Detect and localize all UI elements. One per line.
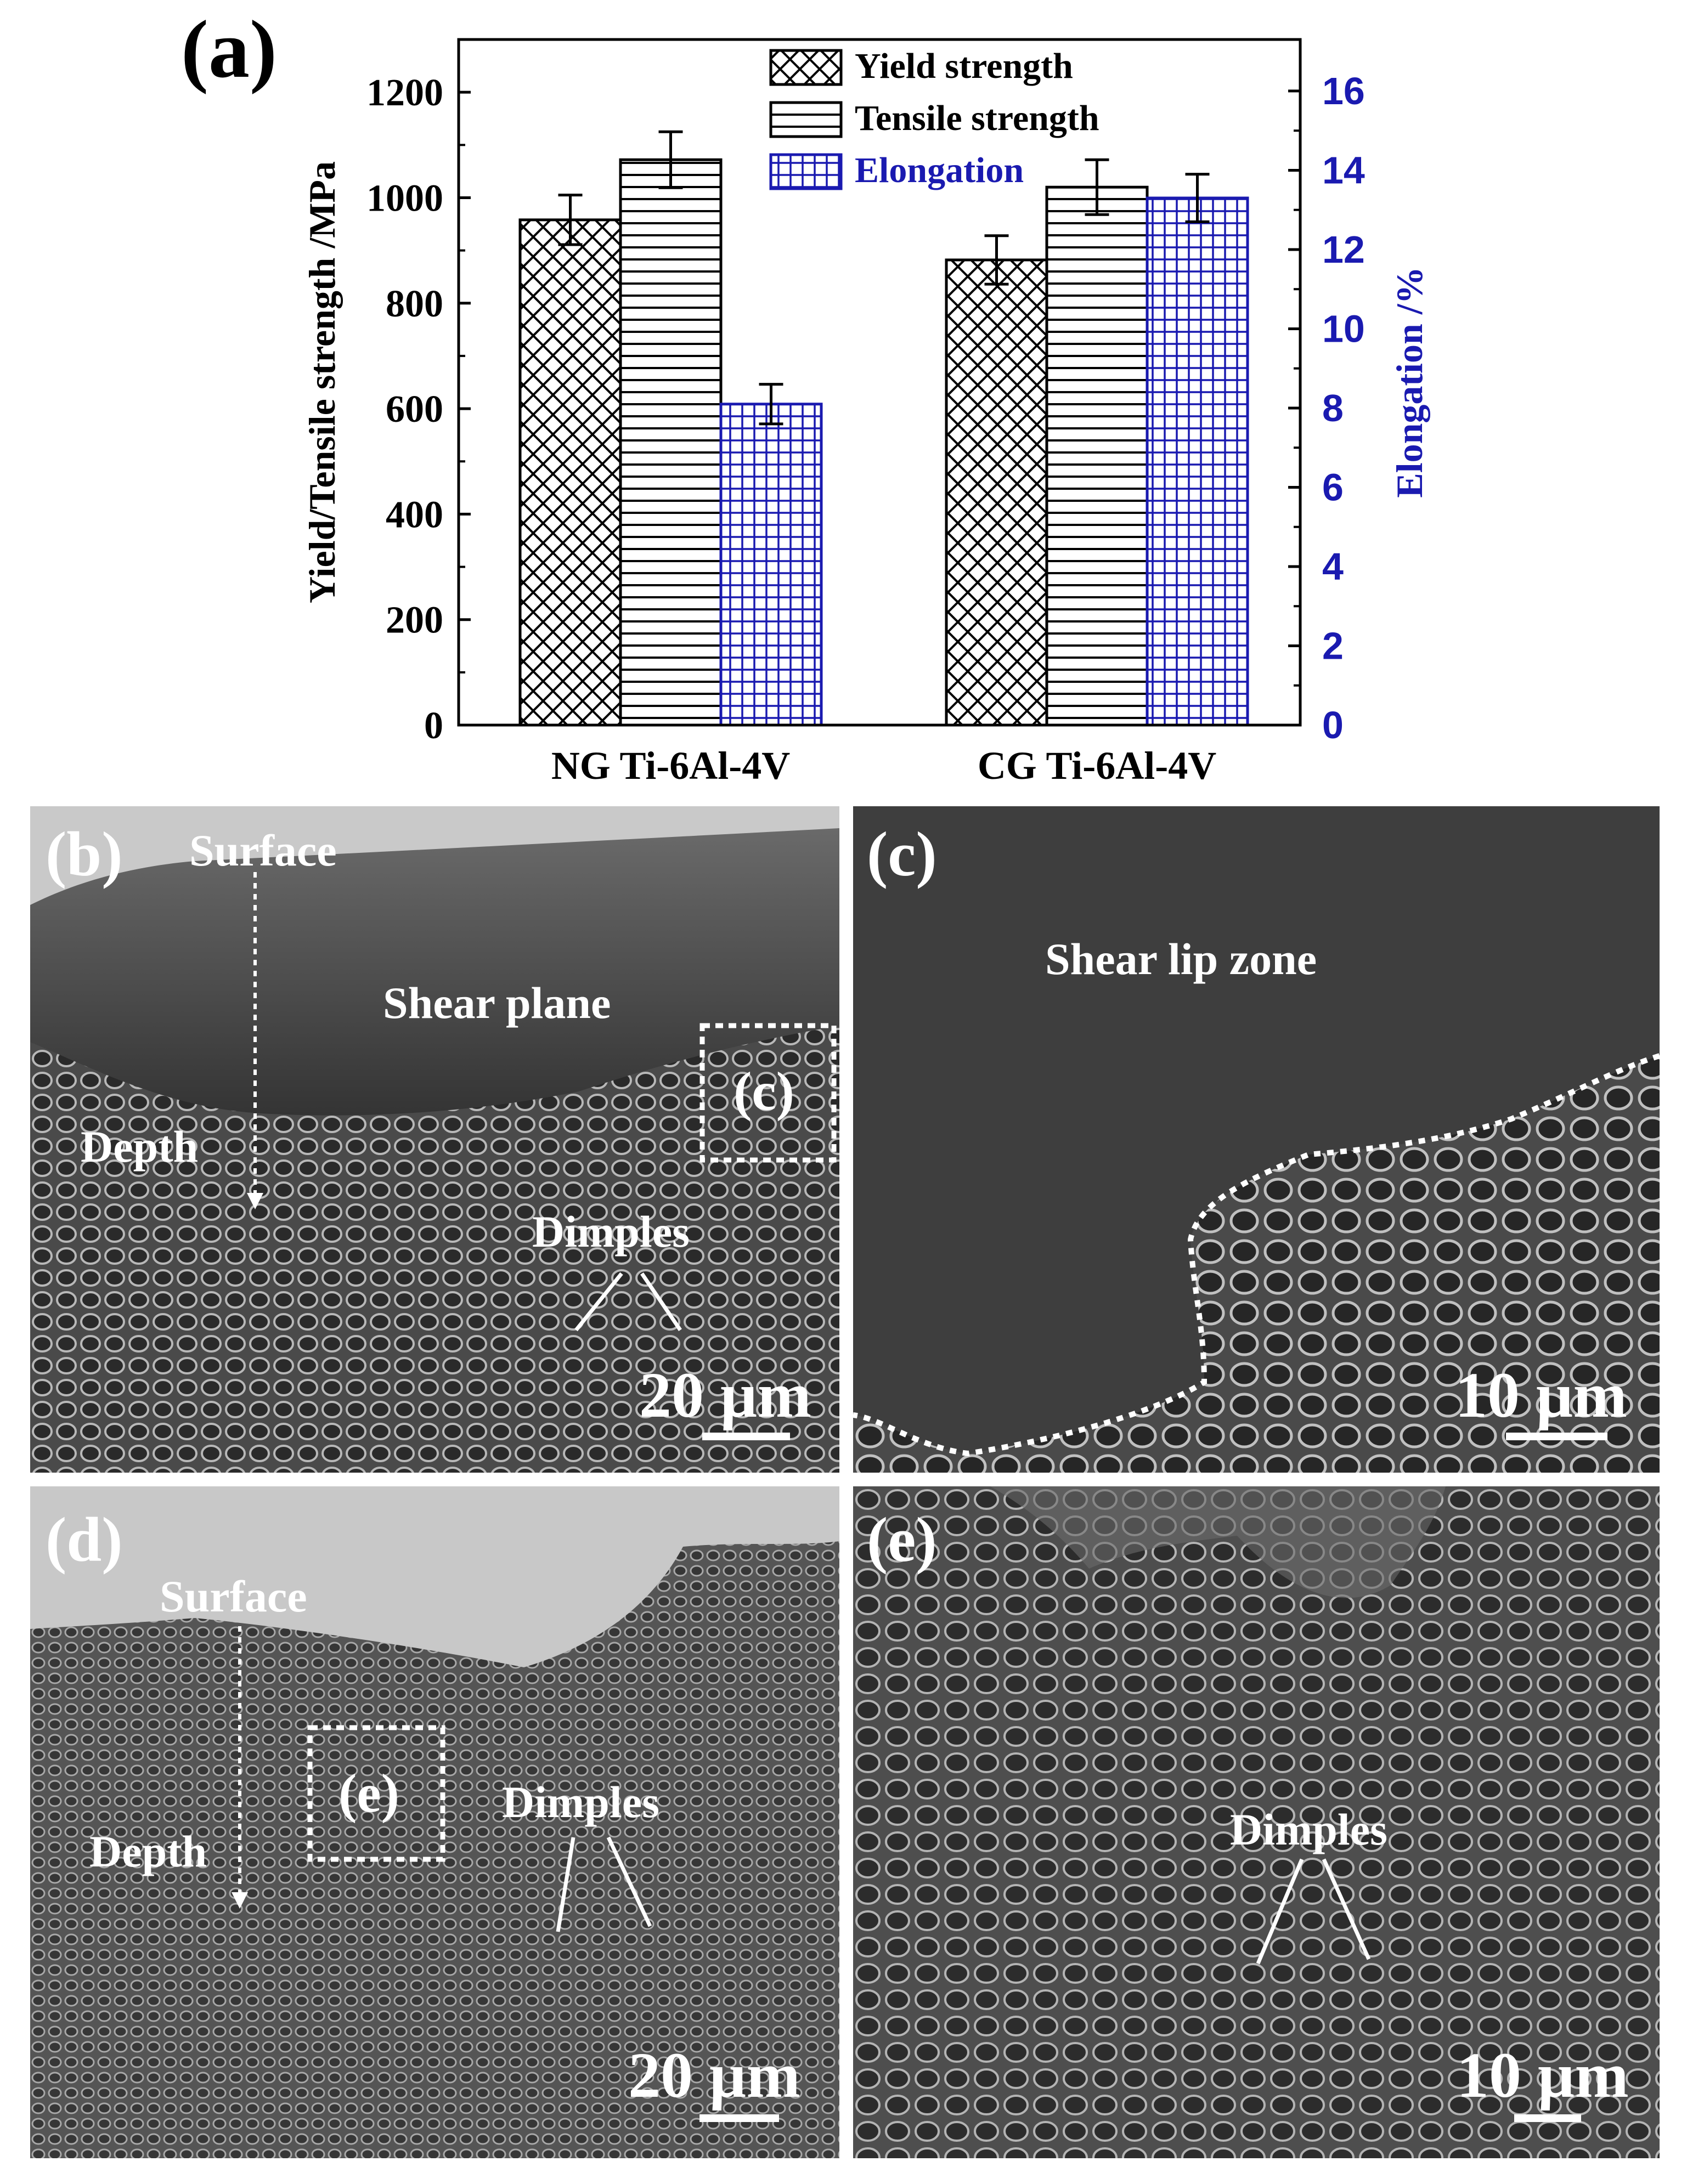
y2-tick-label: 6 xyxy=(1322,466,1344,508)
y2-tick-label: 10 xyxy=(1322,307,1365,350)
depth-label: Depth xyxy=(89,1826,207,1876)
error-bar xyxy=(558,194,583,246)
legend: Yield strength Tensile strength Elongation xyxy=(769,46,1099,190)
bar-elongation xyxy=(1146,196,1249,727)
y-tick-label: 800 xyxy=(386,283,443,325)
micrograph-e: (e) Dimples 10 µm xyxy=(853,1486,1660,2158)
error-bar xyxy=(658,130,683,189)
y-axis-label: Yield/Tensile strength /MPa xyxy=(301,161,343,603)
legend-label: Tensile strength xyxy=(855,98,1099,138)
scale-bar xyxy=(1506,1433,1607,1440)
scale-bar-text: 20 µm xyxy=(628,2039,800,2111)
plot-frame xyxy=(457,38,1302,727)
error-bar-layer xyxy=(558,130,1210,426)
right-axis: 0 2 4 6 8 10 12 14 16 xyxy=(1288,70,1365,746)
depth-label: Depth xyxy=(81,1122,199,1172)
surface-label: Surface xyxy=(160,1571,307,1621)
zoom-box-label: (e) xyxy=(338,1763,399,1824)
dimples-label: Dimples xyxy=(1230,1804,1387,1854)
legend-swatch xyxy=(769,49,843,86)
error-bar xyxy=(1185,173,1210,223)
shear-lip-zone-label: Shear lip zone xyxy=(1045,934,1317,984)
y-tick-label: 1000 xyxy=(366,177,443,219)
dimples-label: Dimples xyxy=(532,1207,690,1257)
panel-b-label: (b) xyxy=(46,819,123,889)
legend-label: Yield strength xyxy=(855,46,1073,86)
bar-yield-strength xyxy=(518,218,622,727)
bar-elongation xyxy=(719,403,823,727)
legend-swatch xyxy=(769,101,843,138)
shear-plane-label: Shear plane xyxy=(383,978,611,1028)
y-tick-label: 1200 xyxy=(366,72,443,114)
y2-axis-label: Elongation /% xyxy=(1389,267,1430,497)
legend-swatch xyxy=(769,153,843,190)
y-tick-label: 200 xyxy=(386,599,443,642)
y-tick-label: 400 xyxy=(386,494,443,536)
y2-tick-label: 14 xyxy=(1322,149,1365,191)
x-axis: NG Ti-6Al-4V CG Ti-6Al-4V xyxy=(551,744,1216,788)
scale-bar-text: 10 µm xyxy=(1455,1359,1627,1431)
y2-tick-label: 16 xyxy=(1322,70,1365,112)
error-bar xyxy=(759,383,783,426)
scale-bar-text: 10 µm xyxy=(1457,2039,1629,2111)
panel-d-label: (d) xyxy=(46,1505,123,1575)
x-category-label: CG Ti-6Al-4V xyxy=(978,744,1216,788)
scale-bar xyxy=(699,2114,779,2122)
panel-e-label: (e) xyxy=(867,1505,937,1575)
left-axis: 0 200 400 600 800 1000 1200 xyxy=(366,72,471,747)
bar-tensile-strength xyxy=(619,158,723,727)
bar-tensile-strength xyxy=(1045,185,1149,727)
scale-bar xyxy=(702,1433,790,1440)
y2-tick-label: 4 xyxy=(1322,545,1344,588)
bar-yield-strength xyxy=(945,258,1048,727)
y-tick-label: 600 xyxy=(386,388,443,431)
bar-layer xyxy=(518,158,1249,727)
chart-panel-label: (a) xyxy=(181,4,277,95)
legend-label: Elongation xyxy=(855,150,1024,190)
y2-tick-label: 8 xyxy=(1322,387,1344,429)
y2-tick-label: 12 xyxy=(1322,228,1365,271)
zoom-box-label: (c) xyxy=(734,1061,794,1122)
error-bar xyxy=(1085,158,1109,216)
scale-bar xyxy=(1514,2114,1581,2122)
dimples-label: Dimples xyxy=(502,1777,659,1827)
y2-tick-label: 0 xyxy=(1322,704,1344,746)
micrograph-d: (d) Surface (e) Dimples Depth 20 µm xyxy=(30,1486,839,2158)
y2-tick-label: 2 xyxy=(1322,624,1344,667)
panel-c-label: (c) xyxy=(867,819,937,889)
error-bar xyxy=(984,234,1009,286)
micrograph-b: (b) Surface Shear plane (c) Depth Dimple… xyxy=(30,806,839,1473)
micrograph-c: (c) Shear lip zone 10 µm xyxy=(853,806,1660,1473)
surface-label: Surface xyxy=(189,825,337,875)
y-tick-label: 0 xyxy=(424,705,443,747)
x-category-label: NG Ti-6Al-4V xyxy=(551,744,790,788)
scale-bar-text: 20 µm xyxy=(639,1359,811,1431)
